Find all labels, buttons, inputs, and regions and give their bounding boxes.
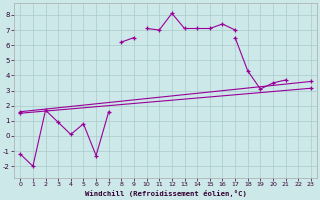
- X-axis label: Windchill (Refroidissement éolien,°C): Windchill (Refroidissement éolien,°C): [85, 190, 246, 197]
